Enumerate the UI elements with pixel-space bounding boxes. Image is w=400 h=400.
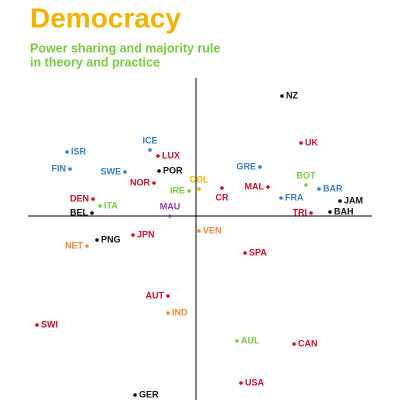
point: [35, 323, 39, 327]
point-label: NOR: [130, 177, 151, 187]
point: [239, 381, 243, 385]
point-label: SWE: [100, 166, 121, 176]
point: [98, 204, 102, 208]
point-label: ISR: [71, 146, 87, 156]
point-label: CR: [216, 192, 229, 202]
point: [91, 197, 95, 201]
point-label: MAU: [160, 201, 181, 211]
point-label: TRI: [293, 207, 308, 217]
subtitle: Power sharing and majority rule: [30, 41, 220, 55]
point: [85, 244, 89, 248]
point: [266, 185, 270, 189]
point-label: IRE: [170, 185, 185, 195]
point: [131, 233, 135, 237]
point: [95, 238, 99, 242]
point: [279, 196, 283, 200]
point-label: NZ: [286, 90, 298, 100]
point-label: NET: [65, 240, 84, 250]
point-label: VEN: [203, 225, 222, 235]
point: [133, 393, 137, 397]
point-label: USA: [245, 377, 265, 387]
point: [187, 189, 191, 193]
point-label: AUT: [146, 290, 165, 300]
point-label: SPA: [249, 247, 267, 257]
point: [309, 211, 313, 215]
point: [90, 211, 94, 215]
point: [338, 199, 342, 203]
subtitle: in theory and practice: [30, 55, 160, 69]
point-label: BAH: [334, 206, 354, 216]
point-label: CAN: [298, 338, 318, 348]
point: [166, 294, 170, 298]
point-label: LUX: [162, 150, 180, 160]
point: [65, 150, 69, 154]
point: [292, 342, 296, 346]
point-label: BEL: [70, 207, 89, 217]
point-label: BOT: [297, 170, 317, 180]
point-label: DEN: [70, 193, 89, 203]
point-label: BAR: [323, 183, 343, 193]
point-label: GRE: [236, 161, 256, 171]
point-label: AUL: [241, 335, 260, 345]
point-label: FIN: [52, 163, 67, 173]
point: [148, 148, 152, 152]
point: [197, 187, 201, 191]
point: [152, 181, 156, 185]
point: [299, 141, 303, 145]
point: [123, 170, 127, 174]
point-label: ITA: [104, 200, 118, 210]
point: [280, 94, 284, 98]
point-label: ICE: [142, 135, 157, 145]
point-label: JAM: [344, 195, 363, 205]
point-label: POR: [163, 165, 183, 175]
point: [197, 229, 201, 233]
point: [166, 311, 170, 315]
chart-title: Democracy: [30, 2, 181, 33]
point-label: COL: [190, 174, 210, 184]
point-label: PNG: [101, 234, 121, 244]
point-label: IND: [172, 307, 188, 317]
point: [157, 169, 161, 173]
point-label: MAL: [245, 181, 265, 191]
point: [168, 214, 172, 218]
point: [235, 339, 239, 343]
point: [68, 167, 72, 171]
point-label: FRA: [285, 192, 304, 202]
point: [317, 187, 321, 191]
point: [220, 186, 224, 190]
point: [304, 183, 308, 187]
point: [243, 251, 247, 255]
point: [328, 210, 332, 214]
point-label: JPN: [137, 229, 155, 239]
point-label: UK: [305, 137, 318, 147]
point: [156, 154, 160, 158]
point-label: GER: [139, 389, 159, 399]
point-label: SWI: [41, 319, 58, 329]
point: [258, 165, 262, 169]
